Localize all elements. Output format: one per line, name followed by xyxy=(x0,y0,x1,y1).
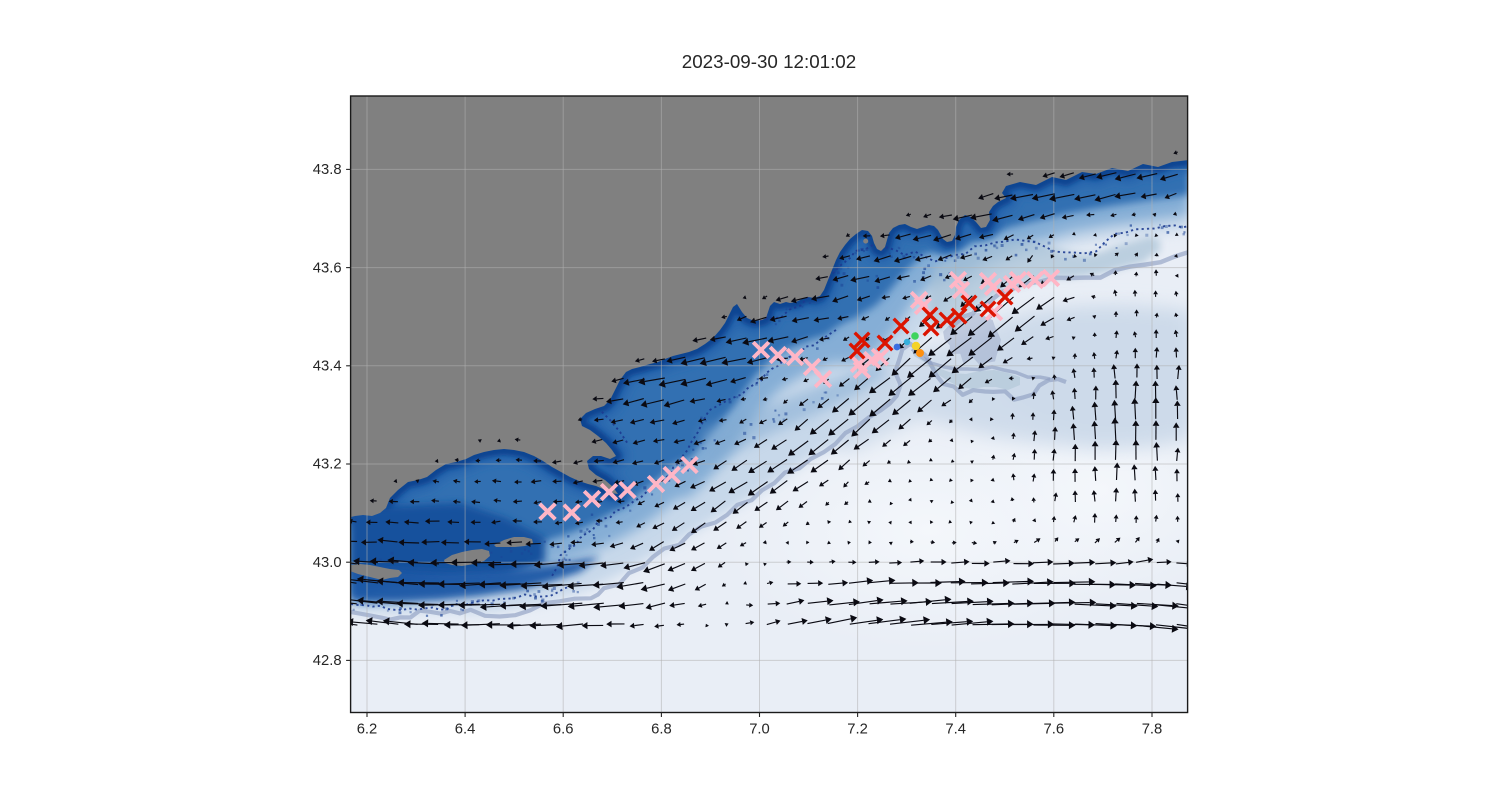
svg-text:7.6: 7.6 xyxy=(1044,722,1065,738)
svg-text:6.4: 6.4 xyxy=(455,722,476,738)
svg-text:7.4: 7.4 xyxy=(945,722,966,738)
svg-text:6.6: 6.6 xyxy=(553,722,574,738)
svg-text:43.6: 43.6 xyxy=(313,260,342,276)
svg-text:43.4: 43.4 xyxy=(313,359,342,375)
svg-text:6.2: 6.2 xyxy=(357,722,378,738)
svg-text:43.0: 43.0 xyxy=(313,555,342,571)
svg-text:6.8: 6.8 xyxy=(651,722,672,738)
svg-text:7.0: 7.0 xyxy=(749,722,770,738)
svg-text:7.8: 7.8 xyxy=(1142,722,1163,738)
svg-text:43.8: 43.8 xyxy=(313,162,342,178)
svg-text:42.8: 42.8 xyxy=(313,653,342,669)
svg-text:2023-09-30 12:01:02: 2023-09-30 12:01:02 xyxy=(682,51,856,72)
svg-text:7.2: 7.2 xyxy=(847,722,868,738)
svg-text:43.2: 43.2 xyxy=(313,457,342,473)
